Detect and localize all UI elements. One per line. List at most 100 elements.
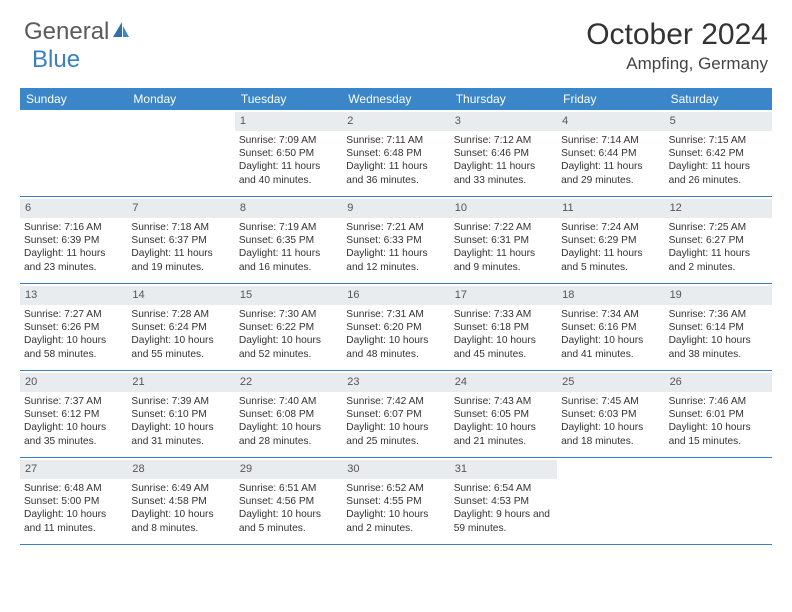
sunrise-line: Sunrise: 7:28 AM: [131, 308, 230, 321]
day-number: 21: [127, 373, 234, 392]
day-number: 17: [450, 286, 557, 305]
sunset-line: Sunset: 6:27 PM: [669, 234, 768, 247]
daylight-line: Daylight: 10 hours and 31 minutes.: [131, 421, 230, 448]
sunset-line: Sunset: 6:12 PM: [24, 408, 123, 421]
sunset-line: Sunset: 4:53 PM: [454, 495, 553, 508]
day-number: 19: [665, 286, 772, 305]
day-cell-3: 3Sunrise: 7:12 AMSunset: 6:46 PMDaylight…: [450, 110, 557, 196]
sunset-line: Sunset: 6:35 PM: [239, 234, 338, 247]
day-cell-29: 29Sunrise: 6:51 AMSunset: 4:56 PMDayligh…: [235, 458, 342, 544]
sunrise-line: Sunrise: 7:43 AM: [454, 395, 553, 408]
sunrise-line: Sunrise: 7:24 AM: [561, 221, 660, 234]
sunset-line: Sunset: 6:24 PM: [131, 321, 230, 334]
daylight-line: Daylight: 10 hours and 25 minutes.: [346, 421, 445, 448]
day-cell-22: 22Sunrise: 7:40 AMSunset: 6:08 PMDayligh…: [235, 371, 342, 457]
weekday-saturday: Saturday: [665, 88, 772, 110]
day-number: 28: [127, 460, 234, 479]
sunrise-line: Sunrise: 7:34 AM: [561, 308, 660, 321]
daylight-line: Daylight: 10 hours and 35 minutes.: [24, 421, 123, 448]
daylight-line: Daylight: 10 hours and 41 minutes.: [561, 334, 660, 361]
sunrise-line: Sunrise: 7:14 AM: [561, 134, 660, 147]
daylight-line: Daylight: 10 hours and 52 minutes.: [239, 334, 338, 361]
sunset-line: Sunset: 6:29 PM: [561, 234, 660, 247]
daylight-line: Daylight: 11 hours and 9 minutes.: [454, 247, 553, 274]
day-number: 30: [342, 460, 449, 479]
day-cell-empty: [20, 110, 127, 196]
day-number: 15: [235, 286, 342, 305]
daylight-line: Daylight: 11 hours and 2 minutes.: [669, 247, 768, 274]
day-cell-25: 25Sunrise: 7:45 AMSunset: 6:03 PMDayligh…: [557, 371, 664, 457]
day-number: 22: [235, 373, 342, 392]
day-number: 5: [665, 112, 772, 131]
day-cell-5: 5Sunrise: 7:15 AMSunset: 6:42 PMDaylight…: [665, 110, 772, 196]
weekday-sunday: Sunday: [20, 88, 127, 110]
day-number: 14: [127, 286, 234, 305]
day-number: 11: [557, 199, 664, 218]
daylight-line: Daylight: 11 hours and 36 minutes.: [346, 160, 445, 187]
week-row: 6Sunrise: 7:16 AMSunset: 6:39 PMDaylight…: [20, 197, 772, 284]
sail-icon: [111, 20, 131, 45]
day-number: 9: [342, 199, 449, 218]
daylight-line: Daylight: 9 hours and 59 minutes.: [454, 508, 553, 535]
sunrise-line: Sunrise: 7:11 AM: [346, 134, 445, 147]
sunrise-line: Sunrise: 6:51 AM: [239, 482, 338, 495]
sunset-line: Sunset: 4:58 PM: [131, 495, 230, 508]
sunrise-line: Sunrise: 7:42 AM: [346, 395, 445, 408]
day-number: 4: [557, 112, 664, 131]
sunrise-line: Sunrise: 7:22 AM: [454, 221, 553, 234]
daylight-line: Daylight: 10 hours and 21 minutes.: [454, 421, 553, 448]
sunrise-line: Sunrise: 7:27 AM: [24, 308, 123, 321]
sunrise-line: Sunrise: 7:37 AM: [24, 395, 123, 408]
sunrise-line: Sunrise: 7:19 AM: [239, 221, 338, 234]
week-row: 1Sunrise: 7:09 AMSunset: 6:50 PMDaylight…: [20, 110, 772, 197]
daylight-line: Daylight: 10 hours and 5 minutes.: [239, 508, 338, 535]
day-cell-17: 17Sunrise: 7:33 AMSunset: 6:18 PMDayligh…: [450, 284, 557, 370]
sunrise-line: Sunrise: 7:09 AM: [239, 134, 338, 147]
day-number: 7: [127, 199, 234, 218]
week-row: 27Sunrise: 6:48 AMSunset: 5:00 PMDayligh…: [20, 458, 772, 545]
sunset-line: Sunset: 4:55 PM: [346, 495, 445, 508]
day-cell-27: 27Sunrise: 6:48 AMSunset: 5:00 PMDayligh…: [20, 458, 127, 544]
logo-text-blue: Blue: [32, 46, 80, 74]
daylight-line: Daylight: 11 hours and 29 minutes.: [561, 160, 660, 187]
day-number: 24: [450, 373, 557, 392]
daylight-line: Daylight: 10 hours and 45 minutes.: [454, 334, 553, 361]
day-cell-15: 15Sunrise: 7:30 AMSunset: 6:22 PMDayligh…: [235, 284, 342, 370]
sunrise-line: Sunrise: 7:39 AM: [131, 395, 230, 408]
day-number: 6: [20, 199, 127, 218]
sunset-line: Sunset: 5:00 PM: [24, 495, 123, 508]
sunrise-line: Sunrise: 7:12 AM: [454, 134, 553, 147]
day-cell-23: 23Sunrise: 7:42 AMSunset: 6:07 PMDayligh…: [342, 371, 449, 457]
day-cell-28: 28Sunrise: 6:49 AMSunset: 4:58 PMDayligh…: [127, 458, 234, 544]
sunrise-line: Sunrise: 7:25 AM: [669, 221, 768, 234]
day-number: 10: [450, 199, 557, 218]
day-cell-empty: [127, 110, 234, 196]
day-cell-18: 18Sunrise: 7:34 AMSunset: 6:16 PMDayligh…: [557, 284, 664, 370]
day-cell-16: 16Sunrise: 7:31 AMSunset: 6:20 PMDayligh…: [342, 284, 449, 370]
sunrise-line: Sunrise: 7:36 AM: [669, 308, 768, 321]
day-cell-2: 2Sunrise: 7:11 AMSunset: 6:48 PMDaylight…: [342, 110, 449, 196]
sunrise-line: Sunrise: 7:16 AM: [24, 221, 123, 234]
sunset-line: Sunset: 6:44 PM: [561, 147, 660, 160]
daylight-line: Daylight: 10 hours and 48 minutes.: [346, 334, 445, 361]
sunset-line: Sunset: 6:03 PM: [561, 408, 660, 421]
day-number: 3: [450, 112, 557, 131]
sunset-line: Sunset: 6:01 PM: [669, 408, 768, 421]
sunrise-line: Sunrise: 7:40 AM: [239, 395, 338, 408]
sunset-line: Sunset: 6:18 PM: [454, 321, 553, 334]
sunrise-line: Sunrise: 7:18 AM: [131, 221, 230, 234]
week-row: 13Sunrise: 7:27 AMSunset: 6:26 PMDayligh…: [20, 284, 772, 371]
sunset-line: Sunset: 6:33 PM: [346, 234, 445, 247]
sunrise-line: Sunrise: 6:52 AM: [346, 482, 445, 495]
day-cell-20: 20Sunrise: 7:37 AMSunset: 6:12 PMDayligh…: [20, 371, 127, 457]
daylight-line: Daylight: 10 hours and 2 minutes.: [346, 508, 445, 535]
daylight-line: Daylight: 11 hours and 26 minutes.: [669, 160, 768, 187]
daylight-line: Daylight: 11 hours and 19 minutes.: [131, 247, 230, 274]
day-number: 23: [342, 373, 449, 392]
daylight-line: Daylight: 11 hours and 12 minutes.: [346, 247, 445, 274]
sunset-line: Sunset: 6:26 PM: [24, 321, 123, 334]
sunrise-line: Sunrise: 7:30 AM: [239, 308, 338, 321]
sunset-line: Sunset: 6:46 PM: [454, 147, 553, 160]
sunset-line: Sunset: 6:16 PM: [561, 321, 660, 334]
logo-text-general: General: [24, 18, 109, 46]
